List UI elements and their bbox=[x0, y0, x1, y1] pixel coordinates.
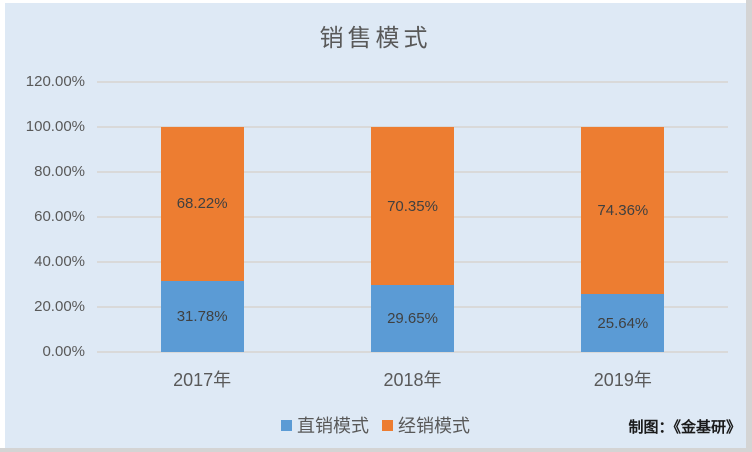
gridline bbox=[97, 126, 728, 128]
y-axis-tick-label: 0.00% bbox=[42, 343, 85, 360]
y-axis-tick-label: 60.00% bbox=[34, 208, 85, 225]
y-axis-tick-label: 100.00% bbox=[25, 118, 85, 135]
y-axis-tick-label: 120.00% bbox=[25, 73, 85, 90]
bar-data-label: 31.78% bbox=[176, 307, 228, 325]
gridline bbox=[97, 351, 728, 353]
y-axis-tick-label: 20.00% bbox=[34, 298, 85, 315]
bar-segment-direct-sales: 31.78% bbox=[160, 280, 244, 352]
legend-item: 经销模式 bbox=[382, 412, 470, 438]
x-axis-tick-label: 2018年 bbox=[383, 370, 442, 390]
plot-area: 31.78% 68.22% 29.65% 70.35% 25.64% 74.36% bbox=[97, 81, 728, 353]
bar-data-label: 68.22% bbox=[176, 195, 228, 213]
bar-data-label: 25.64% bbox=[597, 314, 649, 332]
bar-data-label: 70.35% bbox=[387, 197, 438, 215]
legend-label: 经销模式 bbox=[398, 416, 470, 436]
window-edge-right bbox=[746, 0, 752, 452]
window-edge-bottom bbox=[0, 448, 746, 452]
x-axis-tick-label: 2019年 bbox=[593, 370, 652, 390]
legend-swatch-icon bbox=[281, 419, 292, 431]
x-axis-tick-label: 2017年 bbox=[173, 370, 232, 390]
legend: 直销模式 经销模式 bbox=[5, 412, 746, 438]
legend-item: 直销模式 bbox=[281, 412, 369, 438]
attribution: 制图：《金基研》 bbox=[628, 419, 741, 436]
gridline bbox=[97, 81, 728, 83]
chart-frame: 销售模式 31.78% 68.22% 29.65% 70.35% 25.64% 74.36… bbox=[5, 3, 746, 448]
chart-title: 销售模式 bbox=[319, 25, 432, 52]
bar-data-label: 29.65% bbox=[387, 310, 438, 328]
y-axis-tick-label: 80.00% bbox=[34, 163, 85, 180]
bar-segment-direct-sales: 29.65% bbox=[371, 285, 454, 352]
bar-segment-direct-sales: 25.64% bbox=[581, 294, 665, 352]
bar-data-label: 74.36% bbox=[597, 202, 649, 220]
bar-segment-distribution: 68.22% bbox=[160, 127, 244, 281]
bar-segment-distribution: 70.35% bbox=[371, 127, 454, 286]
bar-segment-distribution: 74.36% bbox=[581, 127, 665, 295]
y-axis-tick-label: 40.00% bbox=[34, 253, 85, 270]
legend-label: 直销模式 bbox=[297, 416, 369, 436]
legend-swatch-icon bbox=[382, 419, 393, 431]
